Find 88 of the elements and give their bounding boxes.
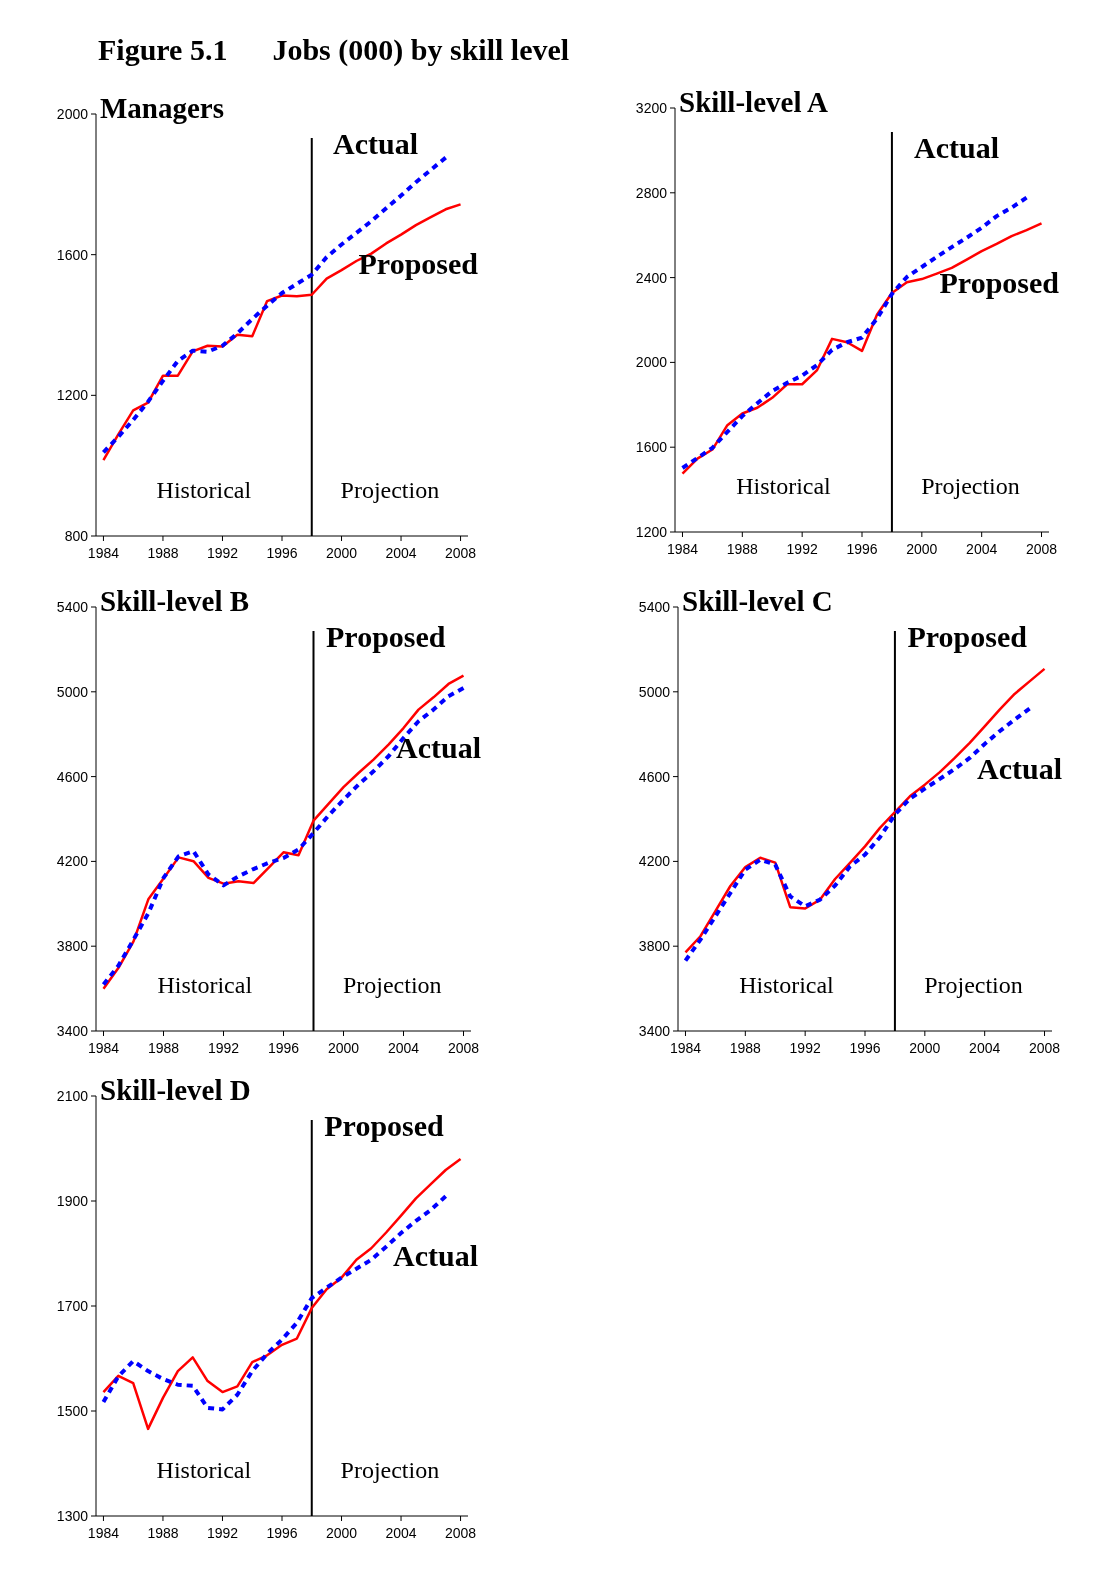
annotation: Historical — [156, 477, 252, 503]
y-tick-label: 4200 — [56, 853, 89, 870]
annotation: Projection — [924, 972, 1023, 998]
chart-title: Skill-level D — [100, 1074, 251, 1106]
series-label: Actual — [396, 730, 481, 764]
y-tick-label: 1200 — [635, 523, 668, 540]
y-tick-label: 3800 — [56, 938, 89, 955]
annotation: Projection — [340, 477, 440, 503]
y-tick-label: 2000 — [635, 354, 668, 371]
x-tick-label: 1984 — [87, 1525, 120, 1541]
annotation: Projection — [340, 1457, 440, 1483]
y-tick-label: 2800 — [635, 184, 668, 201]
x-tick-label: 2004 — [969, 1040, 1001, 1056]
x-tick-label: 1992 — [789, 1040, 821, 1056]
x-tick-label: 1996 — [846, 541, 878, 557]
y-tick-label: 1500 — [56, 1402, 89, 1419]
x-tick-label: 1996 — [266, 545, 298, 561]
y-tick-label: 1200 — [56, 387, 89, 404]
y-tick-label: 3400 — [638, 1022, 671, 1039]
x-tick-label: 2004 — [385, 545, 417, 561]
x-tick-label: 1988 — [147, 1040, 180, 1056]
y-tick-label: 2400 — [635, 269, 668, 286]
x-tick-label: 1992 — [786, 541, 818, 557]
x-tick-label: 1988 — [726, 541, 759, 557]
y-tick-label: 1600 — [56, 246, 89, 263]
annotation: Projection — [342, 972, 442, 998]
y-tick-label: 1700 — [56, 1297, 89, 1314]
x-tick-label: 2008 — [444, 1525, 477, 1541]
x-tick-label: 2000 — [909, 1040, 941, 1056]
x-tick-label: 2008 — [444, 545, 477, 561]
y-tick-label: 5400 — [638, 598, 671, 615]
annotation: Historical — [157, 972, 253, 998]
series-label: Actual — [914, 130, 999, 164]
chart-title: Skill-level B — [100, 585, 250, 617]
y-tick-label: 4600 — [638, 768, 671, 785]
series-label: Proposed — [326, 620, 446, 653]
x-tick-label: 1988 — [147, 545, 179, 561]
x-tick-label: 1992 — [206, 1525, 239, 1541]
chart-title: Skill-level A — [679, 86, 829, 118]
y-tick-label: 4200 — [638, 853, 671, 870]
x-tick-label: 2008 — [1028, 1040, 1061, 1056]
series-label: Proposed — [324, 1109, 445, 1142]
x-tick-label: 1992 — [207, 1040, 240, 1056]
series-label: Actual — [977, 751, 1062, 785]
y-tick-label: 1600 — [635, 439, 668, 456]
x-tick-label: 1996 — [267, 1040, 300, 1056]
y-tick-label: 3400 — [56, 1022, 89, 1039]
x-tick-label: 1984 — [87, 545, 120, 561]
annotation: Historical — [736, 473, 832, 499]
chart-title: Figure 5.1 Jobs (000) by skill level — [98, 33, 570, 67]
x-tick-label: 1996 — [849, 1040, 881, 1056]
x-tick-label: 2004 — [966, 541, 998, 557]
chart-title: Skill-level C — [682, 585, 833, 617]
x-tick-label: 1984 — [87, 1040, 120, 1056]
series-label: Actual — [393, 1239, 478, 1273]
y-tick-label: 2000 — [56, 105, 89, 122]
y-tick-label: 1900 — [56, 1192, 89, 1209]
y-tick-label: 1300 — [56, 1507, 89, 1524]
x-tick-label: 2008 — [1025, 541, 1058, 557]
x-tick-label: 2000 — [325, 1525, 358, 1541]
x-tick-label: 1984 — [669, 1040, 702, 1056]
annotation: Projection — [921, 473, 1020, 499]
annotation: Historical — [156, 1457, 252, 1483]
x-tick-label: 2004 — [385, 1525, 417, 1541]
y-tick-label: 3200 — [635, 99, 668, 116]
y-tick-label: 5000 — [56, 683, 89, 700]
x-tick-label: 1996 — [266, 1525, 298, 1541]
annotation: Historical — [739, 972, 835, 998]
y-tick-label: 3800 — [638, 938, 671, 955]
chart-subtitle: Managers — [100, 92, 225, 124]
series-label: Proposed — [907, 620, 1028, 653]
series-label: Actual — [333, 127, 418, 160]
x-tick-label: 2008 — [447, 1040, 480, 1056]
x-tick-label: 2000 — [325, 545, 358, 561]
y-tick-label: 4600 — [56, 768, 89, 785]
x-tick-label: 1992 — [206, 545, 239, 561]
x-tick-label: 2004 — [387, 1040, 420, 1056]
y-tick-label: 2100 — [56, 1087, 89, 1104]
y-tick-label: 800 — [64, 527, 89, 544]
series-label: Proposed — [939, 266, 1060, 300]
x-tick-label: 1988 — [729, 1040, 762, 1056]
x-tick-label: 2000 — [906, 541, 938, 557]
x-tick-label: 1988 — [147, 1525, 179, 1541]
x-tick-label: 2000 — [327, 1040, 360, 1056]
series-label: Proposed — [358, 247, 479, 281]
y-tick-label: 5000 — [638, 683, 671, 700]
y-tick-label: 5400 — [56, 598, 89, 615]
x-tick-label: 1984 — [666, 541, 699, 557]
